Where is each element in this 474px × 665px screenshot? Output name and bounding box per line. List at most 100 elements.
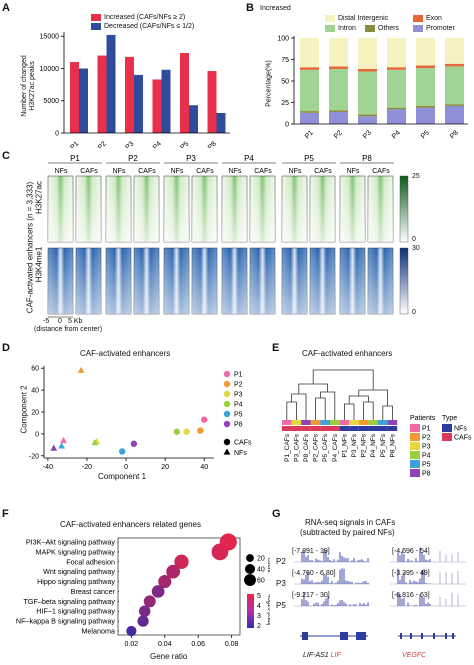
d-legend-dot [223,410,231,418]
a-ytick-label: 0 [55,131,59,138]
c-sample-label: P5 [304,154,314,163]
g-exon [302,632,308,640]
a-bar-P1-0 [70,62,79,133]
d-xtick-label: -40 [43,464,53,471]
a-xtick-label: P3 [124,140,135,148]
f-point [126,625,137,637]
f-point [151,585,165,598]
c-heat-h3k27ac-fade [250,176,275,242]
g-exon [452,633,454,639]
f-size-legend-label: 40 [257,567,265,574]
f-color-legend-bar [247,594,254,628]
e-type-cell [387,426,398,431]
g-exon [433,633,435,639]
d-point-caf-P2 [197,427,204,434]
e-legend-patient-swatch [410,424,420,432]
g-range-left-p3: [-4.760 - 6.80] [292,570,336,577]
a-ytick-label: 15000 [40,34,60,41]
b-ytick-label: 0 [285,122,289,129]
b-seg-P1 [300,112,319,124]
d-point-caf-P8 [130,440,138,447]
d-legend-label: P3 [234,392,243,399]
c-sub-label: NFs [55,168,68,175]
f-size-legend-title: count [266,558,270,573]
e-legend-type-label: NFs [454,426,467,433]
c-sub-label: NFs [229,168,242,175]
e-legend-type-swatch [442,433,452,441]
d-xtick-label: 20 [161,464,169,471]
f-term-label: Melanoma [81,627,115,636]
g-gene-left: LIF-AS1 LIF [303,652,341,659]
panel-d-label: D [2,342,10,354]
legend-exon: Exon [426,15,442,22]
e-legend-patient-label: P2 [422,435,431,442]
c-heat-h3k27ac-fade [368,176,393,242]
d-point-nf-P5 [58,442,65,449]
c-heat-h3k4me1-fade [282,248,307,314]
e-patient-cell [282,420,292,425]
c-heat-h3k27ac-fade [164,176,189,242]
b-seg-P5 [416,68,435,106]
a-xtick-label: P8 [207,140,218,148]
d-legend-dot [223,400,231,408]
g-exon [410,633,412,639]
b-xtick-label: P2 [333,129,344,140]
panel-a-chart: 0 5000 10000 15000 P1 P2 P3 P4 P5 P8 [40,32,230,148]
e-legend-patient-label: P5 [422,462,431,469]
b-seg-P3 [358,114,377,117]
d-point-nf-P2 [77,366,85,373]
c-heat-h3k27ac-fade [340,176,365,242]
panel-f-xlabel: Gene ratio [150,652,188,661]
a-ytick-label: 10000 [40,66,60,73]
d-point-nf-P1 [60,436,67,444]
d-ytick-label: 40 [31,388,39,395]
legend-increased-label: Increased (CAFs/NFs ≥ 2) [104,14,186,21]
c-sample-label: P2 [128,154,138,163]
g-exon [356,632,366,640]
b-seg-P5 [416,105,435,108]
c-sub-label: NFs [289,168,302,175]
g-row-p2: P2 [276,557,286,566]
g-gene-right: VEGFC [402,652,427,659]
b-seg-P2 [329,111,348,124]
b-seg-P4 [387,109,406,124]
panel-b-legend: Distal Intergenic Exon Intron Others Promot… [325,14,470,34]
b-xtick-label: P3 [362,129,373,140]
f-term-label: Wnt signaling pathway [43,567,115,576]
e-legend-patient-swatch [410,451,420,459]
c-heat-h3k27ac-fade [134,176,159,242]
e-patient-cell [339,420,350,425]
f-color-legend-label: 3 [257,613,261,620]
e-branch [291,393,307,420]
c-heat-h3k4me1-fade [164,248,189,314]
e-leaf-label: P8_NFs [389,433,396,457]
panel-a-label: A [2,2,10,14]
d-xtick-label: -20 [82,464,92,471]
a-bar-P4-1 [161,69,171,133]
c-heat-h3k4me1-fade [310,248,335,314]
c-sample-label: P3 [186,154,196,163]
e-type-cell [310,426,321,431]
b-seg-P8 [445,104,464,106]
e-legend-patient-label: P1 [422,426,431,433]
c-heat-h3k4me1-fade [134,248,159,314]
b-seg-P1 [300,111,319,113]
c-heat-h3k4me1-fade [340,248,365,314]
a-bar-P5-1 [189,105,198,133]
c-heat-h3k4me1-fade [250,248,275,314]
b-xtick-label: P4 [391,129,402,140]
c-xtick-left: -5 [43,318,50,325]
f-term-label: Hippo signaling pathway [37,577,115,586]
e-legend-patient-swatch [410,433,420,441]
d-ytick-label: 0 [35,431,39,438]
scale2-max: 30 [412,245,420,252]
g-row-p3: P3 [276,579,286,588]
d-point-caf-P1 [201,416,208,423]
panel-g-title2: (subtracted by paired NFs) [300,528,395,537]
b-xtick-label: P5 [420,129,431,140]
a-bar-P8-0 [207,71,217,133]
c-heat-h3k27ac-fade [106,176,131,242]
d-point-caf-P5 [118,448,126,455]
f-term-label: HIF–1 signaling pathway [36,607,115,616]
e-type-cell [282,426,292,431]
